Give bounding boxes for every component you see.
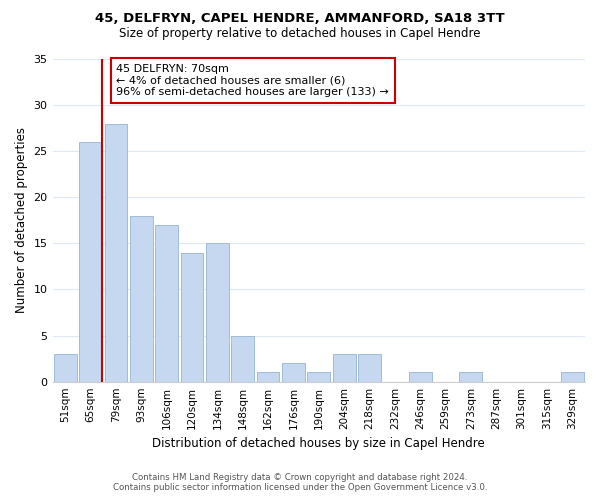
Bar <box>561 372 584 382</box>
Bar <box>333 354 356 382</box>
Text: Size of property relative to detached houses in Capel Hendre: Size of property relative to detached ho… <box>119 28 481 40</box>
Bar <box>206 244 229 382</box>
Bar <box>231 336 254 382</box>
Bar <box>307 372 330 382</box>
Bar <box>155 225 178 382</box>
Bar <box>79 142 102 382</box>
X-axis label: Distribution of detached houses by size in Capel Hendre: Distribution of detached houses by size … <box>152 437 485 450</box>
Text: Contains HM Land Registry data © Crown copyright and database right 2024.
Contai: Contains HM Land Registry data © Crown c… <box>113 473 487 492</box>
Bar <box>257 372 280 382</box>
Bar <box>104 124 127 382</box>
Bar <box>181 252 203 382</box>
Text: 45 DELFRYN: 70sqm
← 4% of detached houses are smaller (6)
96% of semi-detached h: 45 DELFRYN: 70sqm ← 4% of detached house… <box>116 64 389 97</box>
Bar <box>54 354 77 382</box>
Y-axis label: Number of detached properties: Number of detached properties <box>15 128 28 314</box>
Bar <box>282 363 305 382</box>
Bar <box>130 216 152 382</box>
Text: 45, DELFRYN, CAPEL HENDRE, AMMANFORD, SA18 3TT: 45, DELFRYN, CAPEL HENDRE, AMMANFORD, SA… <box>95 12 505 26</box>
Bar <box>460 372 482 382</box>
Bar <box>409 372 431 382</box>
Bar <box>358 354 381 382</box>
